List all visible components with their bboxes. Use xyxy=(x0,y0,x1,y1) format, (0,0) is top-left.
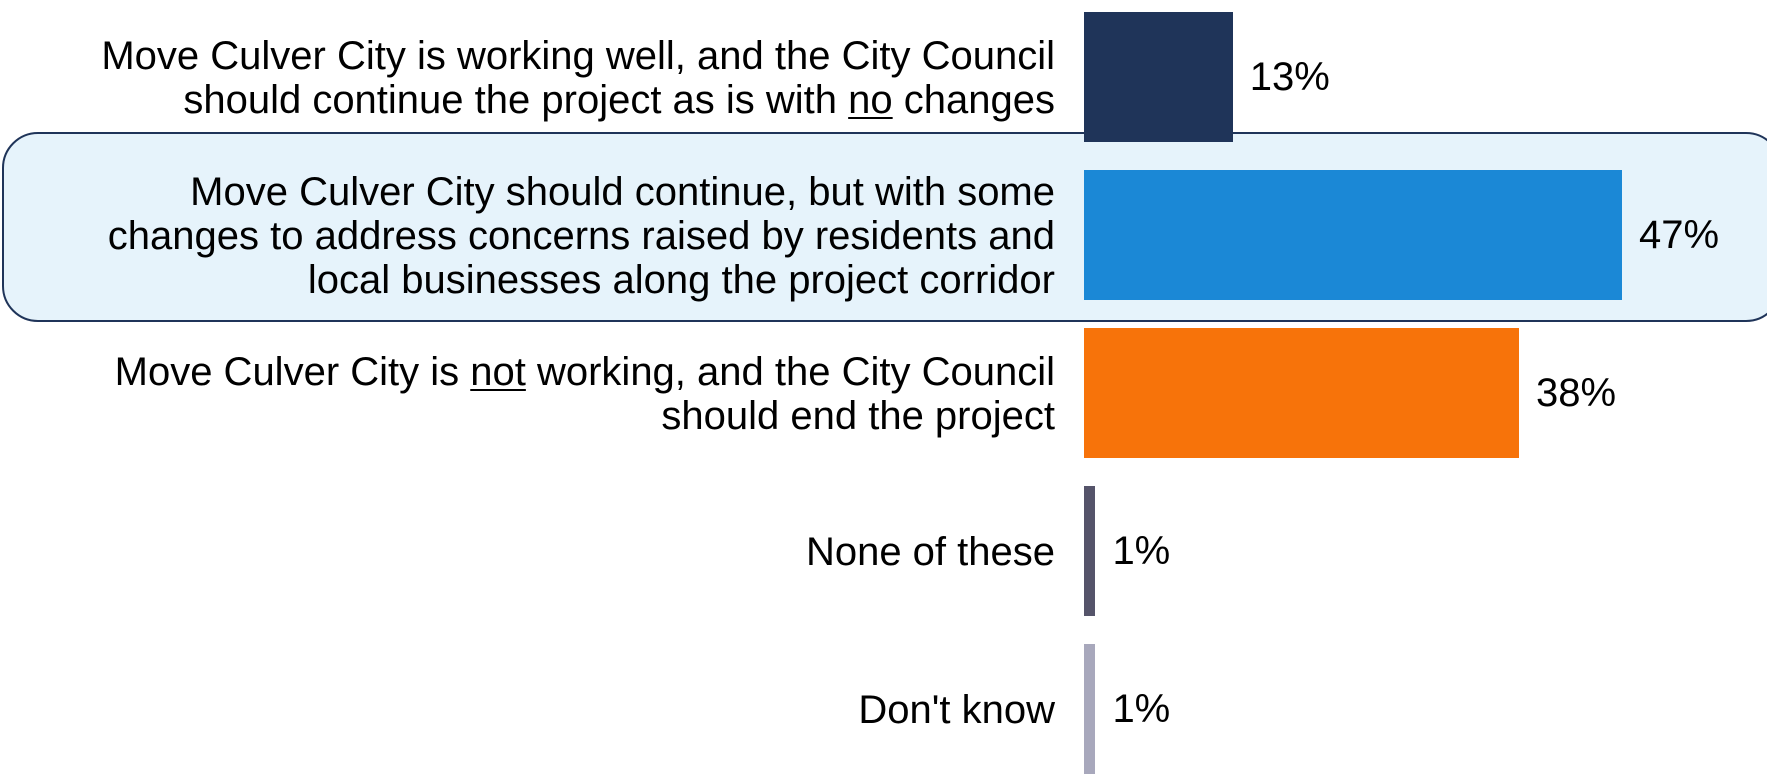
category-label-line: Move Culver City is not working, and the… xyxy=(115,350,1055,394)
category-label-line: should continue the project as is with n… xyxy=(101,78,1055,122)
category-label-line: local businesses along the project corri… xyxy=(108,258,1055,302)
underlined-text: no xyxy=(848,78,893,122)
label-text: None of these xyxy=(805,530,1055,574)
category-label-line: Move Culver City should continue, but wi… xyxy=(108,170,1055,214)
label-text: working, and the City Council xyxy=(525,350,1055,394)
category-label: Move Culver City is not working, and the… xyxy=(115,328,1055,460)
label-text: should continue the project as is with xyxy=(183,78,849,122)
label-text: Move Culver City is working well, and th… xyxy=(101,34,1055,78)
bar xyxy=(1084,328,1519,458)
category-label-line: should end the project xyxy=(115,394,1055,438)
category-label-line: None of these xyxy=(806,530,1055,574)
label-text: changes to address concerns raised by re… xyxy=(107,214,1055,258)
bar xyxy=(1084,12,1233,142)
bar xyxy=(1084,486,1096,616)
category-label-line: Don't know xyxy=(858,688,1055,732)
value-label: 38% xyxy=(1535,371,1617,415)
category-label: Don't know xyxy=(858,644,1055,776)
category-label: Move Culver City is working well, and th… xyxy=(101,12,1055,144)
label-text: local businesses along the project corri… xyxy=(307,258,1055,302)
category-label-line: Move Culver City is working well, and th… xyxy=(101,34,1055,78)
category-label: Move Culver City should continue, but wi… xyxy=(108,170,1055,302)
value-label: 47% xyxy=(1639,213,1720,257)
label-text: changes xyxy=(892,78,1055,122)
label-text: should end the project xyxy=(661,394,1055,438)
bar xyxy=(1084,644,1096,774)
value-label: 13% xyxy=(1249,55,1330,99)
value-label: 1% xyxy=(1112,687,1171,731)
underlined-text: not xyxy=(470,350,526,394)
category-label: None of these xyxy=(806,486,1055,618)
label-text: Move Culver City should continue, but wi… xyxy=(190,170,1055,214)
bar xyxy=(1084,170,1622,300)
value-label: 1% xyxy=(1112,529,1171,573)
label-text: Don't know xyxy=(858,688,1055,732)
category-label-line: changes to address concerns raised by re… xyxy=(108,214,1055,258)
label-text: Move Culver City is xyxy=(114,350,471,394)
